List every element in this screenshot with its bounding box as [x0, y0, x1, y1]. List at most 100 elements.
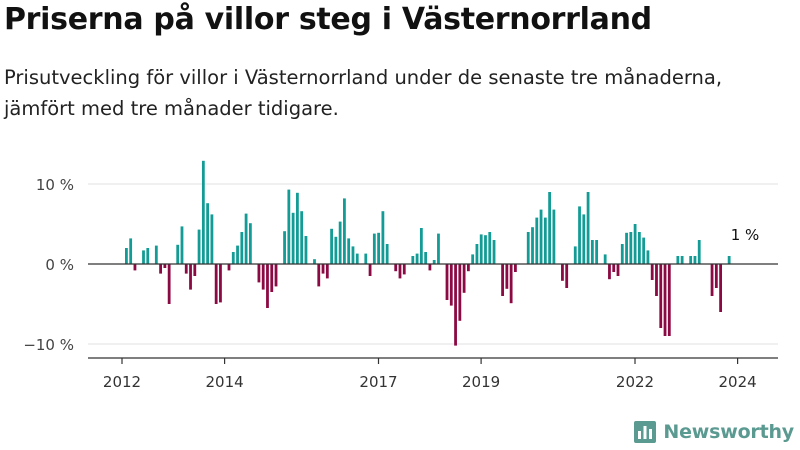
- bar: [385, 244, 389, 264]
- bar: [398, 264, 402, 279]
- bar: [248, 223, 252, 264]
- bar: [667, 264, 671, 336]
- bar: [424, 252, 428, 264]
- bar: [642, 237, 646, 264]
- bar: [616, 264, 620, 276]
- bar: [428, 264, 432, 271]
- bar: [146, 248, 150, 264]
- bar: [637, 232, 641, 264]
- bar: [415, 253, 419, 264]
- bar: [236, 245, 239, 264]
- bar: [343, 198, 346, 264]
- bar: [676, 256, 680, 264]
- bar: [287, 189, 291, 264]
- bar: [620, 244, 624, 264]
- bar: [283, 231, 286, 264]
- bar: [663, 264, 667, 336]
- bar: [479, 234, 483, 264]
- bar: [573, 246, 577, 264]
- bar: [697, 240, 701, 264]
- y-tick-label: 10 %: [36, 176, 74, 194]
- bar: [133, 264, 137, 271]
- bar: [454, 264, 457, 346]
- bar: [466, 264, 470, 272]
- x-tick-label: 2019: [462, 373, 500, 391]
- bar: [154, 245, 158, 264]
- y-tick-label: 0 %: [45, 256, 74, 274]
- bar: [334, 236, 338, 264]
- bar: [462, 264, 466, 293]
- chart-title: Priserna på villor steg i Västernorrland: [4, 2, 652, 37]
- bar: [270, 264, 274, 292]
- bar: [689, 256, 693, 264]
- bar: [458, 264, 462, 321]
- bar: [159, 264, 162, 274]
- bar: [261, 264, 265, 290]
- bar: [347, 238, 351, 264]
- bar: [586, 192, 590, 264]
- bar: [142, 250, 145, 264]
- bar: [505, 264, 509, 289]
- bar: [368, 264, 372, 276]
- bar: [355, 253, 359, 264]
- bar: [552, 209, 556, 264]
- bar: [240, 232, 244, 264]
- bar: [714, 264, 718, 288]
- bar: [608, 264, 611, 280]
- bar-chart-speech-bubble-icon: [634, 421, 657, 443]
- bar: [526, 232, 530, 264]
- bar: [719, 264, 723, 312]
- x-tick-label: 2022: [616, 373, 654, 391]
- bar: [590, 240, 594, 264]
- bar: [646, 250, 650, 264]
- bar: [484, 235, 487, 264]
- x-tick-label: 2024: [719, 373, 757, 391]
- bar: [129, 238, 133, 264]
- bar: [176, 244, 180, 264]
- bar: [227, 264, 231, 271]
- bar: [163, 264, 167, 268]
- bar: [531, 227, 534, 264]
- bar: [501, 264, 504, 296]
- bar: [321, 264, 325, 274]
- bar: [578, 206, 581, 264]
- bar: [180, 226, 184, 264]
- bar: [304, 236, 308, 264]
- x-tick-label: 2017: [359, 373, 397, 391]
- bar: [266, 264, 269, 308]
- bar: [402, 264, 406, 275]
- bar: [411, 256, 415, 264]
- bar: [543, 217, 547, 264]
- bar: [471, 254, 475, 264]
- bar: [582, 214, 586, 264]
- bar: [535, 217, 539, 264]
- bar: [351, 246, 355, 264]
- newsworthy-logo: Newsworthy: [633, 420, 794, 444]
- bar: [377, 232, 381, 264]
- bar: [244, 213, 248, 264]
- bar: [650, 264, 654, 280]
- bar: [509, 264, 513, 304]
- brand-name: Newsworthy: [663, 421, 794, 443]
- bar: [561, 264, 564, 281]
- bar: [231, 252, 235, 264]
- bar: [680, 256, 684, 264]
- bar: [206, 203, 210, 264]
- bar: [184, 264, 188, 274]
- bar: [693, 256, 697, 264]
- bar: [659, 264, 663, 328]
- latest-value-label: 1 %: [731, 226, 760, 244]
- bar: [197, 229, 201, 264]
- bar: [257, 264, 261, 283]
- bar: [274, 264, 278, 287]
- bar: [189, 264, 192, 290]
- bar: [219, 264, 222, 303]
- bar: [539, 209, 543, 264]
- bar: [488, 232, 492, 264]
- bar: [633, 224, 637, 264]
- bar: [475, 244, 479, 264]
- bar: [492, 240, 496, 264]
- bar: [710, 264, 714, 296]
- bar: [125, 248, 128, 264]
